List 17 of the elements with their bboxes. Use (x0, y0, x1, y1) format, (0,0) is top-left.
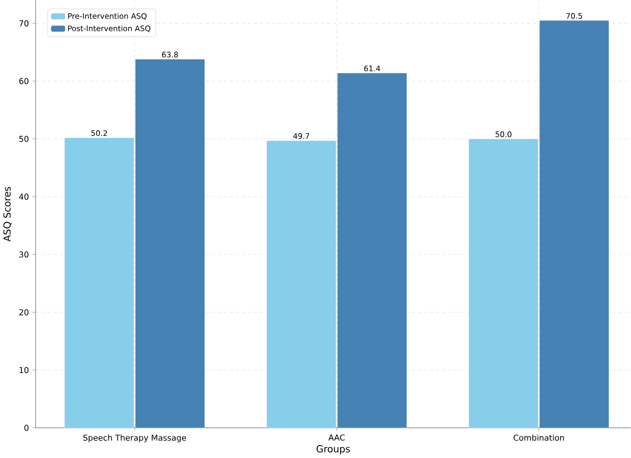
bar (64, 138, 134, 428)
bar (539, 20, 610, 428)
y-tick-label: 30 (19, 252, 28, 258)
y-tick-label: 50 (19, 136, 28, 142)
bar (135, 59, 205, 428)
y-tick-label: 10 (20, 367, 28, 374)
y-axis-title: ASQ Scores (3, 187, 12, 242)
y-tick-label: 60 (19, 78, 28, 84)
y-tick-label: 0 (24, 424, 28, 432)
x-tick-label: Speech Therapy Massage (83, 434, 186, 442)
y-tick-label: 40 (19, 194, 28, 200)
x-tick-label: AAC (328, 434, 345, 441)
y-tick-label: 20 (19, 309, 28, 316)
y-tick-label: 70 (19, 20, 28, 27)
bar (337, 73, 408, 428)
x-axis-title: Groups (316, 445, 350, 454)
x-tick-label: Combination (514, 434, 564, 441)
